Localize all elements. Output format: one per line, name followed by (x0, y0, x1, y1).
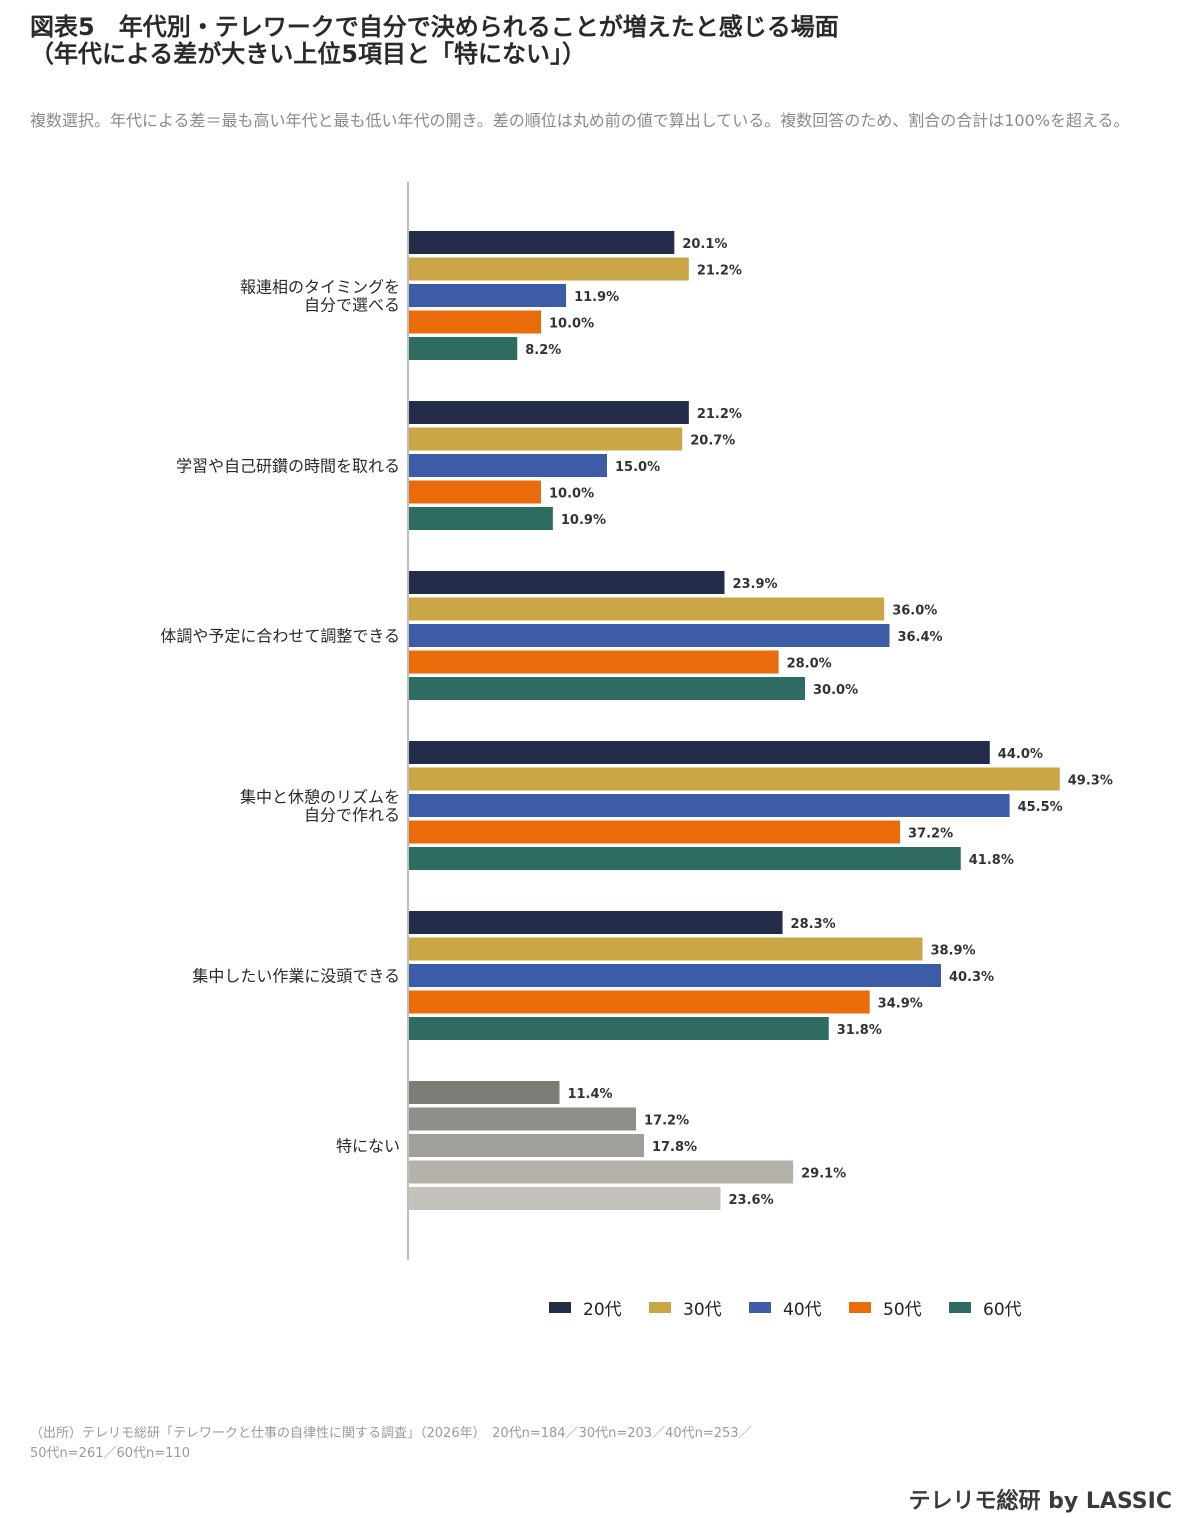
legend-swatch (749, 1301, 771, 1313)
bar (409, 937, 923, 961)
data-label: 41.8% (969, 853, 1014, 868)
bar (409, 427, 683, 451)
bar (409, 677, 805, 700)
bar (409, 231, 675, 254)
legend-swatch (549, 1301, 571, 1313)
bar (409, 480, 541, 504)
bar (409, 310, 541, 334)
category-label: 自分で作れる (304, 806, 400, 825)
bar (409, 650, 779, 674)
bar (409, 741, 990, 764)
bar (409, 597, 885, 621)
chart-subtitle: 複数選択。年代による差＝最も高い年代と最も低い年代の開き。差の順位は丸め前の値で… (30, 111, 1130, 130)
data-label: 11.4% (567, 1087, 612, 1102)
legend-swatch (649, 1301, 671, 1313)
data-label: 17.8% (652, 1140, 697, 1155)
data-label: 20.7% (690, 434, 735, 449)
data-label: 36.4% (897, 630, 942, 645)
data-label: 11.9% (574, 290, 619, 305)
data-label: 23.9% (732, 577, 777, 592)
bar (409, 794, 1010, 817)
bar (409, 624, 890, 647)
bar (409, 820, 901, 844)
bar (409, 507, 553, 530)
data-label: 34.9% (878, 997, 923, 1012)
source-note: （出所）テレリモ総研「テレワークと仕事の自律性に関する調査」（2026年） 20… (30, 1424, 810, 1464)
bar (409, 1081, 560, 1104)
category-label: 学習や自己研鑽の時間を取れる (176, 457, 400, 476)
bar (409, 964, 941, 987)
data-label: 21.2% (697, 264, 742, 279)
legend-item: 40代 (749, 1292, 822, 1322)
data-label: 38.9% (930, 944, 975, 959)
bar (409, 1134, 644, 1157)
source-note-line2: 50代n=261／60代n=110 (30, 1446, 190, 1461)
data-label: 45.5% (1018, 800, 1063, 815)
data-label: 10.9% (561, 513, 606, 528)
bar (409, 401, 689, 424)
legend-label: 30代 (683, 1299, 722, 1320)
bar (409, 284, 567, 307)
bar (409, 1187, 721, 1210)
data-label: 23.6% (729, 1193, 774, 1208)
data-label: 44.0% (998, 747, 1043, 762)
data-label: 15.0% (615, 460, 660, 475)
legend-item: 50代 (849, 1292, 922, 1322)
category-label: 報連相のタイミングを (240, 278, 400, 297)
data-label: 21.2% (697, 407, 742, 422)
data-label: 20.1% (682, 237, 727, 252)
legend-label: 20代 (583, 1299, 622, 1320)
data-label: 37.2% (908, 827, 953, 842)
source-note-line1: （出所）テレリモ総研「テレワークと仕事の自律性に関する調査」（2026年） 20… (30, 1426, 752, 1441)
bar (409, 571, 725, 594)
data-label: 31.8% (837, 1023, 882, 1038)
brand-logo: テレリモ総研 by LASSIC (908, 1489, 1173, 1514)
data-label: 29.1% (801, 1167, 846, 1182)
data-label: 10.0% (549, 317, 594, 332)
bar (409, 911, 783, 934)
data-label: 49.3% (1068, 774, 1113, 789)
legend-swatch (849, 1301, 871, 1313)
data-label: 28.0% (787, 657, 832, 672)
data-label: 8.2% (525, 343, 561, 358)
bar (409, 454, 607, 477)
data-label: 40.3% (949, 970, 994, 985)
data-label: 10.0% (549, 487, 594, 502)
data-label: 17.2% (644, 1114, 689, 1129)
legend-label: 50代 (883, 1299, 922, 1320)
legend-label: 60代 (983, 1299, 1022, 1320)
legend-swatch (949, 1301, 971, 1313)
bar (409, 767, 1060, 791)
chart-title-line2: （年代による差が大きい上位5項目と「特にない」） (30, 40, 586, 68)
bar (409, 337, 518, 360)
legend-item: 30代 (649, 1292, 722, 1322)
chart-title: 図表5 年代別・テレワークで自分で決められることが増えたと感じる場面 （年代によ… (30, 14, 1170, 68)
legend-item: 60代 (949, 1292, 1022, 1322)
legend-item: 20代 (549, 1292, 622, 1322)
data-label: 30.0% (813, 683, 858, 698)
bar (409, 1107, 637, 1131)
data-label: 36.0% (892, 604, 937, 619)
category-label: 特にない (336, 1137, 400, 1156)
category-label: 集中と休憩のリズムを (240, 788, 400, 807)
category-label: 体調や予定に合わせて調整できる (160, 627, 400, 646)
category-label: 自分で選べる (304, 296, 400, 315)
bar (409, 847, 961, 870)
bar (409, 1160, 794, 1184)
chart-legend: 20代 30代 40代 50代 60代 (0, 1292, 1200, 1322)
chart-title-line1: 図表5 年代別・テレワークで自分で決められることが増えたと感じる場面 (30, 13, 839, 41)
bar (409, 257, 689, 281)
bar (409, 990, 870, 1014)
data-label: 28.3% (791, 917, 836, 932)
category-label: 集中したい作業に没頭できる (192, 967, 400, 986)
bar (409, 1017, 829, 1040)
legend-label: 40代 (783, 1299, 822, 1320)
